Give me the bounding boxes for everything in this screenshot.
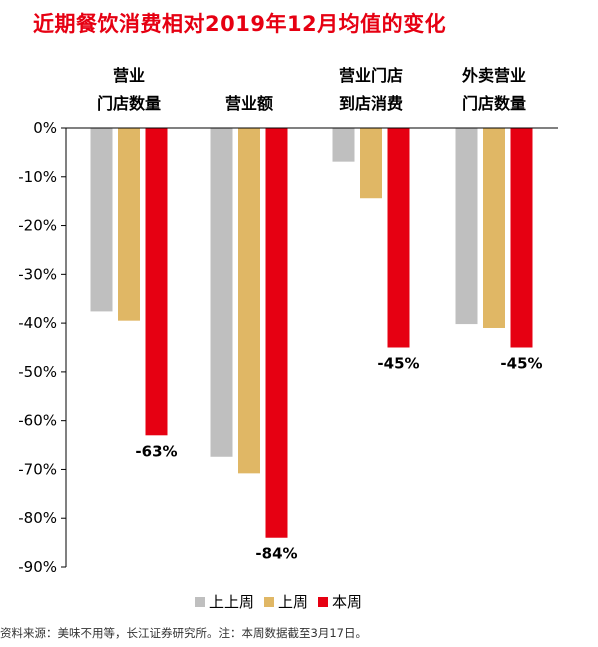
data-label: -63% <box>135 442 177 460</box>
y-tick-label: -10% <box>18 168 57 186</box>
y-tick-label: -80% <box>18 509 57 527</box>
legend-swatch-1 <box>195 596 205 607</box>
y-tick-label: -40% <box>18 314 57 332</box>
y-tick-label: -90% <box>18 558 57 576</box>
legend-item-1: 上上周 <box>195 591 254 612</box>
legend-item-2: 上周 <box>264 591 308 612</box>
bar-3-2 <box>265 128 288 538</box>
bar-1-3 <box>332 128 355 162</box>
y-tick-label: -30% <box>18 265 57 283</box>
source-note: 资料来源：美味不用等，长江证券研究所。注：本周数据截至3月17日。 <box>0 626 367 640</box>
data-label: -45% <box>377 355 419 373</box>
legend-item-3: 本周 <box>318 591 362 612</box>
category-label-1: 营业 门店数量 <box>96 66 161 113</box>
y-axis-ticks: 0% -10% -20% -30% -40% -50% -60% -70% -80% -90% <box>18 119 66 576</box>
bar-1-4 <box>455 128 478 325</box>
y-tick-label: -20% <box>18 217 57 235</box>
chart-title: 近期餐饮消费相对2019年12月均值的变化 <box>33 12 447 36</box>
bar-2-1 <box>118 128 140 321</box>
data-labels: -63% -84% -45% -45% <box>135 355 542 563</box>
bar-2-2 <box>238 128 260 474</box>
category-label-3: 营业门店 到店消费 <box>338 66 403 113</box>
category-label-2: 营业额 <box>224 94 273 113</box>
bar-3-1 <box>145 128 168 436</box>
y-tick-label: -60% <box>18 412 57 430</box>
category-label-4: 外卖营业 门店数量 <box>461 66 526 113</box>
legend-swatch-2 <box>264 596 275 607</box>
legend-label-2: 上周 <box>278 593 309 611</box>
y-tick-label: -70% <box>18 460 57 478</box>
bar-1-2 <box>210 128 233 457</box>
bars <box>90 128 533 538</box>
legend-swatch-3 <box>318 596 329 607</box>
y-tick-label: -50% <box>18 363 57 381</box>
legend-label-1: 上上周 <box>209 593 255 611</box>
y-tick-label: 0% <box>33 119 57 137</box>
data-label: -84% <box>255 545 297 563</box>
bar-2-4 <box>483 128 505 328</box>
legend: 上上周 上周 本周 <box>195 591 372 612</box>
bar-1-1 <box>90 128 113 312</box>
bar-3-3 <box>387 128 410 348</box>
bar-2-3 <box>360 128 382 199</box>
legend-label-3: 本周 <box>332 593 363 611</box>
bar-3-4 <box>510 128 533 348</box>
data-label: -45% <box>500 355 542 373</box>
